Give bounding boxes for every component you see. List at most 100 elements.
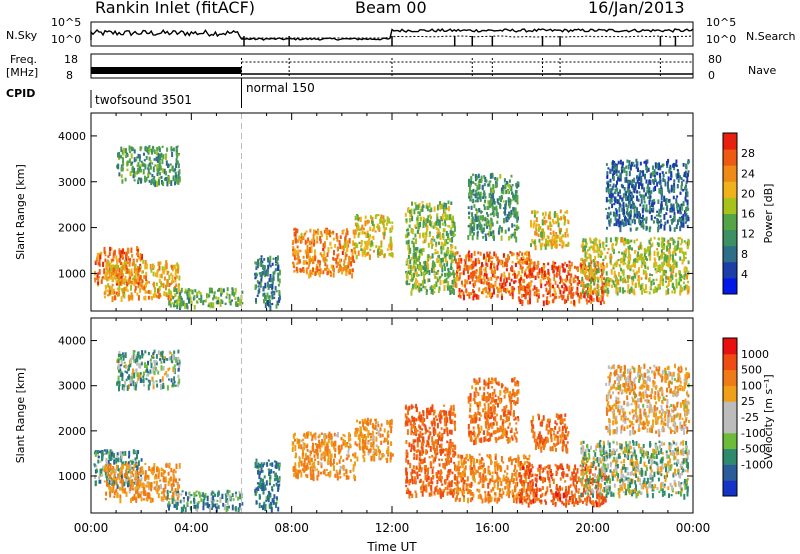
scatter-cell	[662, 251, 665, 256]
scatter-cell	[492, 270, 495, 276]
scatter-cell	[344, 243, 347, 248]
scatter-cell	[123, 280, 126, 285]
scatter-cell	[146, 495, 149, 501]
scatter-cell	[501, 196, 504, 200]
scatter-cell	[268, 471, 271, 475]
scatter-cell	[300, 232, 303, 238]
scatter-cell	[472, 232, 475, 236]
scatter-cell	[612, 248, 615, 255]
scatter-cell	[628, 245, 631, 250]
scatter-cell	[549, 285, 552, 290]
scatter-cell	[675, 173, 678, 177]
scatter-cell	[559, 275, 562, 280]
scatter-cell	[665, 285, 668, 288]
scatter-cell	[464, 266, 467, 269]
scatter-cell	[488, 193, 491, 198]
scatter-cell	[145, 155, 148, 160]
scatter-cell	[662, 163, 665, 167]
scatter-cell	[663, 195, 666, 199]
scatter-cell	[669, 251, 672, 255]
scatter-cell	[553, 287, 556, 293]
scatter-cell	[278, 290, 281, 295]
scatter-cell	[376, 223, 379, 227]
scatter-cell	[475, 270, 478, 275]
scatter-cell	[556, 266, 559, 272]
scatter-cell	[152, 265, 155, 269]
scatter-cell	[469, 265, 472, 270]
scatter-cell	[478, 267, 481, 273]
scatter-cell	[150, 178, 153, 182]
scatter-cell	[262, 293, 265, 297]
scatter-cell	[225, 495, 228, 498]
scatter-cell	[684, 271, 687, 277]
scatter-cell	[498, 227, 501, 231]
scatter-cell	[686, 175, 689, 181]
scatter-cell	[563, 222, 566, 226]
scatter-cell	[464, 283, 467, 288]
scatter-cell	[573, 299, 576, 306]
scatter-cell	[172, 369, 175, 372]
scatter-cell	[126, 281, 129, 287]
scatter-cell	[611, 165, 614, 172]
scatter-cell	[190, 494, 193, 497]
scatter-cell	[447, 205, 450, 212]
scatter-cell	[109, 272, 112, 277]
scatter-cell	[614, 236, 617, 242]
scatter-cell	[417, 204, 420, 210]
scatter-cell	[409, 217, 411, 223]
scatter-cell	[174, 488, 177, 492]
scatter-cell	[447, 225, 450, 228]
scatter-cell	[679, 289, 682, 293]
scatter-cell	[228, 294, 231, 300]
scatter-cell	[94, 469, 97, 474]
scatter-cell	[540, 283, 543, 289]
scatter-cell	[504, 229, 507, 234]
scatter-cell	[106, 482, 109, 488]
scatter-cell	[645, 179, 648, 184]
scatter-cell	[118, 272, 121, 277]
scatter-cell	[426, 218, 429, 223]
scatter-cell	[273, 460, 276, 463]
scatter-cell	[486, 205, 489, 210]
scatter-cell	[503, 278, 506, 284]
scatter-cell	[441, 267, 444, 273]
scatter-cell	[641, 289, 644, 295]
scatter-cell	[358, 241, 361, 245]
scatter-cell	[530, 243, 532, 248]
scatter-cell	[637, 282, 640, 285]
scatter-cell	[533, 285, 536, 290]
scatter-cell	[137, 162, 140, 167]
scatter-cell	[463, 294, 465, 301]
scatter-cell	[297, 252, 300, 258]
scatter-cell	[152, 179, 155, 182]
scatter-cell	[348, 255, 351, 261]
scatter-cell	[421, 253, 424, 256]
scatter-cell	[139, 288, 141, 293]
scatter-cell	[311, 255, 314, 262]
scatter-cell	[199, 291, 202, 296]
scatter-cell	[494, 177, 497, 181]
scatter-cell	[619, 220, 622, 225]
scatter-cell	[574, 279, 577, 283]
y-tick-label: 2000	[58, 222, 86, 235]
scatter-cell	[226, 287, 229, 292]
scatter-cell	[654, 185, 657, 191]
scatter-cell	[132, 261, 135, 267]
scatter-cell	[561, 285, 564, 289]
scatter-cell	[651, 210, 654, 213]
scatter-cell	[129, 151, 131, 154]
scatter-cell	[266, 299, 269, 306]
scatter-cell	[650, 172, 653, 177]
scatter-cell	[536, 298, 539, 303]
scatter-cell	[157, 487, 159, 492]
scatter-cell	[344, 235, 347, 241]
scatter-cell	[450, 265, 453, 271]
scatter-cell	[553, 276, 556, 282]
scatter-cell	[177, 154, 180, 157]
scatter-cell	[481, 262, 483, 268]
scatter-cell	[333, 249, 335, 256]
scatter-cell	[163, 358, 166, 364]
scatter-cell	[462, 291, 465, 296]
scatter-cell	[687, 161, 689, 165]
scatter-cell	[433, 222, 436, 228]
